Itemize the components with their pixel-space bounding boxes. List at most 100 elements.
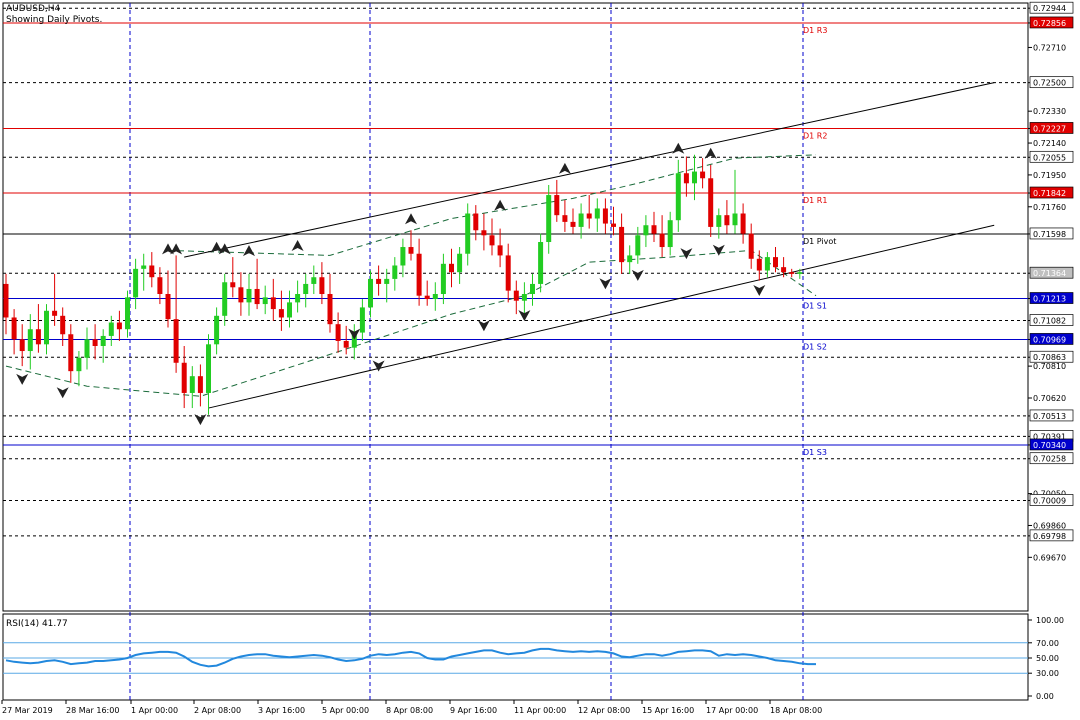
candle-body — [740, 213, 746, 234]
chart-symbol-title: AUDUSD,H4 — [6, 4, 61, 14]
price-label-text: 0.70340 — [1033, 441, 1066, 450]
rsi-tick-label: 0.00 — [1036, 692, 1054, 701]
main-pane-border — [2, 2, 1029, 612]
fractal-up-marker — [243, 245, 255, 257]
candle-body — [635, 235, 641, 256]
price-label-text: 0.72944 — [1033, 4, 1066, 13]
fractal-markers — [16, 142, 766, 426]
candle-body — [619, 226, 625, 263]
candle-body — [254, 288, 260, 305]
price-tick-label: 0.69860 — [1033, 521, 1066, 530]
candle-body — [100, 335, 106, 346]
fractal-down-marker — [680, 248, 693, 260]
candle-body — [376, 278, 382, 284]
candle-body — [432, 294, 438, 300]
time-axis: 27 Mar 2019 28 Mar 16:00 1 Apr 00:00 2 Apr … — [1, 700, 822, 715]
price-label-box — [1029, 350, 1074, 363]
candle-body — [246, 288, 252, 303]
price-label-box — [1029, 266, 1074, 279]
candle-body — [449, 263, 454, 273]
candle-body — [392, 265, 398, 279]
chart-subtitle: Showing Daily Pivots. — [6, 15, 103, 25]
price-tick-label: 0.71950 — [1033, 171, 1066, 180]
candle-body — [708, 178, 714, 227]
candle-body — [303, 283, 309, 295]
candle-body — [27, 329, 33, 352]
candle-body — [611, 223, 616, 227]
candle-body — [659, 233, 665, 248]
fractal-down-marker — [477, 320, 490, 332]
pivot-label: D1 S1 — [803, 302, 827, 311]
price-label-box — [1029, 227, 1074, 240]
time-tick-label: 27 Mar 2019 — [2, 706, 53, 715]
candle-body — [206, 344, 211, 393]
candle-body — [68, 334, 74, 372]
candle-body — [238, 287, 244, 303]
day-separators — [129, 3, 804, 700]
candle-body — [214, 315, 220, 345]
candle-body — [716, 215, 722, 227]
candle-body — [359, 307, 365, 333]
candle-body — [44, 310, 49, 345]
candle-body — [230, 282, 236, 288]
candle-body — [149, 265, 155, 278]
price-label-box — [1029, 314, 1074, 326]
candle-body — [489, 235, 495, 246]
candle-body — [262, 297, 268, 305]
pivot-label: D1 S2 — [803, 342, 827, 351]
channel-lower-line — [208, 224, 995, 409]
fractal-down-marker — [348, 328, 361, 340]
rsi-tick-label: 50.00 — [1036, 654, 1059, 663]
candle-body — [700, 171, 706, 179]
candle-body — [368, 278, 373, 308]
candle-body — [278, 309, 284, 318]
fractal-down-marker — [631, 269, 644, 281]
price-label-text: 0.70863 — [1033, 353, 1066, 362]
time-tick-label: 3 Apr 16:00 — [258, 706, 305, 715]
candle-body — [651, 225, 657, 234]
candle-body — [797, 272, 803, 274]
time-tick-label: 5 Apr 00:00 — [322, 706, 369, 715]
price-label-box — [1029, 16, 1074, 29]
price-tick-label: 0.72330 — [1033, 107, 1066, 116]
candle-body — [287, 302, 292, 318]
time-tick-label: 18 Apr 08:00 — [770, 706, 822, 715]
rsi-line — [5, 647, 816, 668]
candle-body — [125, 297, 130, 330]
candle-body — [222, 282, 228, 316]
candle-body — [76, 357, 82, 372]
price-label-text: 0.71082 — [1033, 317, 1066, 326]
candle-body — [108, 322, 114, 336]
candle-body — [473, 213, 479, 231]
price-label-box — [1029, 409, 1074, 422]
price-label-box — [1029, 76, 1074, 89]
price-label-text: 0.70391 — [1033, 432, 1066, 441]
channel-upper-line — [184, 82, 995, 258]
time-tick-label: 12 Apr 08:00 — [578, 706, 630, 715]
candle-body — [84, 339, 90, 358]
fractal-down-marker — [194, 414, 207, 426]
envelope-upper-line — [167, 154, 817, 256]
fractal-up-marker — [672, 142, 685, 154]
pivot-label: D1 R2 — [803, 131, 827, 140]
candle-body — [570, 221, 576, 227]
price-tick-label: 0.70620 — [1033, 394, 1066, 403]
candle-body — [52, 310, 58, 316]
price-label-text: 0.72500 — [1033, 79, 1066, 88]
candle-body — [92, 339, 98, 346]
rsi-tick-label: 30.00 — [1036, 669, 1059, 678]
price-label-text: 0.70513 — [1033, 412, 1066, 421]
candle-body — [521, 294, 527, 301]
candle-body — [578, 213, 584, 227]
price-tick-label: 0.72710 — [1033, 43, 1066, 52]
fractal-up-marker — [494, 199, 507, 211]
fractal-up-marker — [170, 243, 183, 255]
candle-body — [165, 294, 171, 320]
pivot-label: D1 R1 — [803, 196, 827, 205]
candle-body — [497, 245, 503, 256]
candle-body — [181, 362, 187, 393]
candle-body — [416, 253, 422, 296]
candle-body — [408, 247, 414, 254]
rsi-pane-border — [2, 613, 1029, 701]
price-label-text: 0.71842 — [1033, 189, 1066, 198]
